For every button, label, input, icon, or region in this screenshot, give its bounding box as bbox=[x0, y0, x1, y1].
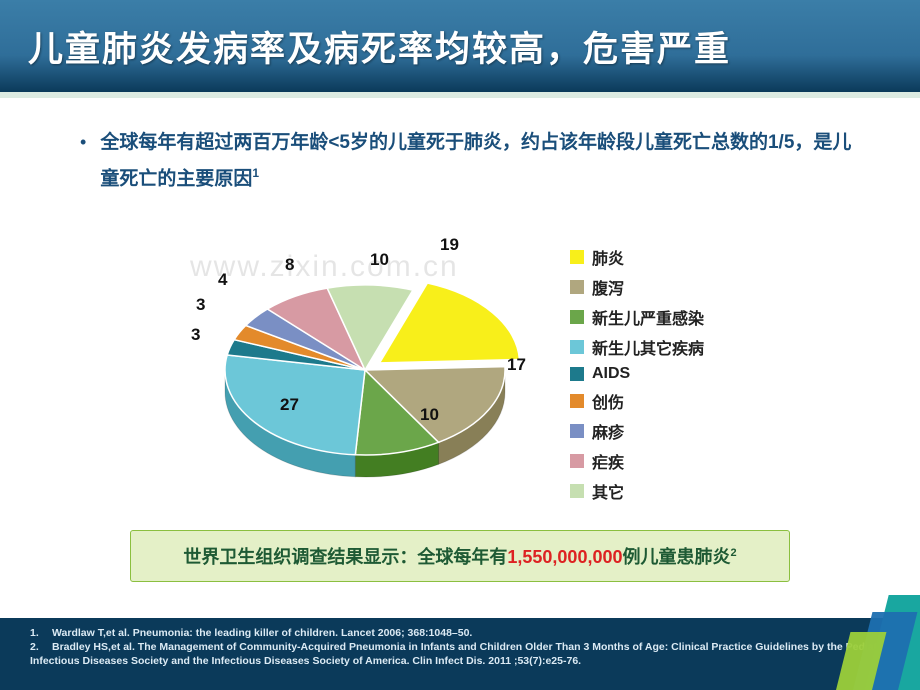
legend-label: 新生儿其它疾病 bbox=[592, 335, 704, 359]
slice-value-label: 4 bbox=[218, 270, 227, 290]
bullet-text: 全球每年有超过两百万年龄<5岁的儿童死于肺炎，约占该年龄段儿童死亡总数的1/5，… bbox=[100, 128, 860, 194]
callout-sup: 2 bbox=[731, 547, 737, 559]
legend-label: 腹泻 bbox=[592, 275, 624, 299]
title-bar: 儿童肺炎发病率及病死率均较高，危害严重 bbox=[0, 0, 920, 98]
slice-value-label: 10 bbox=[370, 250, 389, 270]
legend-swatch bbox=[570, 484, 584, 498]
legend-label: 创伤 bbox=[592, 389, 624, 413]
legend-item: 疟疾 bbox=[570, 449, 770, 473]
callout-highlight: 1,550,000,000 bbox=[507, 547, 622, 567]
callout-prefix: 世界卫生组织调查结果显示：全球每年有 bbox=[183, 547, 507, 567]
legend-swatch bbox=[570, 340, 584, 354]
slice-value-label: 27 bbox=[280, 395, 299, 415]
legend-item: 创伤 bbox=[570, 389, 770, 413]
legend-swatch bbox=[570, 454, 584, 468]
legend-label: 肺炎 bbox=[592, 245, 624, 269]
legend-label: AIDS bbox=[592, 365, 630, 383]
chart-area: 肺炎腹泻新生儿严重感染新生儿其它疾病 AIDS 创伤麻疹疟疾其它 bbox=[0, 230, 920, 520]
reference-text: Wardlaw T,et al. Pneumonia: the leading … bbox=[52, 627, 472, 639]
footer: 1.Wardlaw T,et al. Pneumonia: the leadin… bbox=[0, 618, 920, 690]
legend: 肺炎腹泻新生儿严重感染新生儿其它疾病 AIDS 创伤麻疹疟疾其它 bbox=[570, 245, 770, 509]
slice-value-label: 17 bbox=[507, 355, 526, 375]
legend-swatch bbox=[570, 310, 584, 324]
legend-label: 疟疾 bbox=[592, 449, 624, 473]
slice-value-label: 8 bbox=[285, 255, 294, 275]
reference-number: 1. bbox=[30, 626, 52, 640]
bullet-sup: 1 bbox=[252, 166, 259, 180]
legend-item: 其它 bbox=[570, 479, 770, 503]
reference-text: Bradley HS,et al. The Management of Comm… bbox=[30, 641, 890, 667]
legend-swatch bbox=[570, 367, 584, 381]
legend-swatch bbox=[570, 250, 584, 264]
legend-item: 肺炎 bbox=[570, 245, 770, 269]
bullet-marker: • bbox=[80, 128, 86, 194]
legend-label: 新生儿严重感染 bbox=[592, 305, 704, 329]
slice-value-label: 10 bbox=[420, 405, 439, 425]
legend-item: 新生儿其它疾病 bbox=[570, 335, 770, 359]
slice-value-label: 3 bbox=[191, 325, 200, 345]
legend-label: 麻疹 bbox=[592, 419, 624, 443]
reference-item: 2.Bradley HS,et al. The Management of Co… bbox=[30, 640, 890, 668]
legend-item: AIDS bbox=[570, 365, 770, 383]
legend-item: 腹泻 bbox=[570, 275, 770, 299]
legend-swatch bbox=[570, 424, 584, 438]
callout-suffix: 例儿童患肺炎 bbox=[623, 547, 731, 567]
slice-value-label: 3 bbox=[196, 295, 205, 315]
callout-box: 世界卫生组织调查结果显示：全球每年有1,550,000,000例儿童患肺炎2 bbox=[130, 530, 790, 582]
reference-item: 1.Wardlaw T,et al. Pneumonia: the leadin… bbox=[30, 626, 890, 640]
pie-chart bbox=[190, 250, 540, 480]
legend-swatch bbox=[570, 280, 584, 294]
slice-value-label: 19 bbox=[440, 235, 459, 255]
legend-label: 其它 bbox=[592, 479, 624, 503]
bullet-block: • 全球每年有超过两百万年龄<5岁的儿童死于肺炎，约占该年龄段儿童死亡总数的1/… bbox=[80, 128, 860, 194]
legend-swatch bbox=[570, 394, 584, 408]
page-title: 儿童肺炎发病率及病死率均较高，危害严重 bbox=[28, 21, 731, 72]
legend-item: 新生儿严重感染 bbox=[570, 305, 770, 329]
legend-item: 麻疹 bbox=[570, 419, 770, 443]
reference-number: 2. bbox=[30, 640, 52, 654]
bullet-text-main: 全球每年有超过两百万年龄<5岁的儿童死于肺炎，约占该年龄段儿童死亡总数的1/5，… bbox=[100, 132, 851, 189]
